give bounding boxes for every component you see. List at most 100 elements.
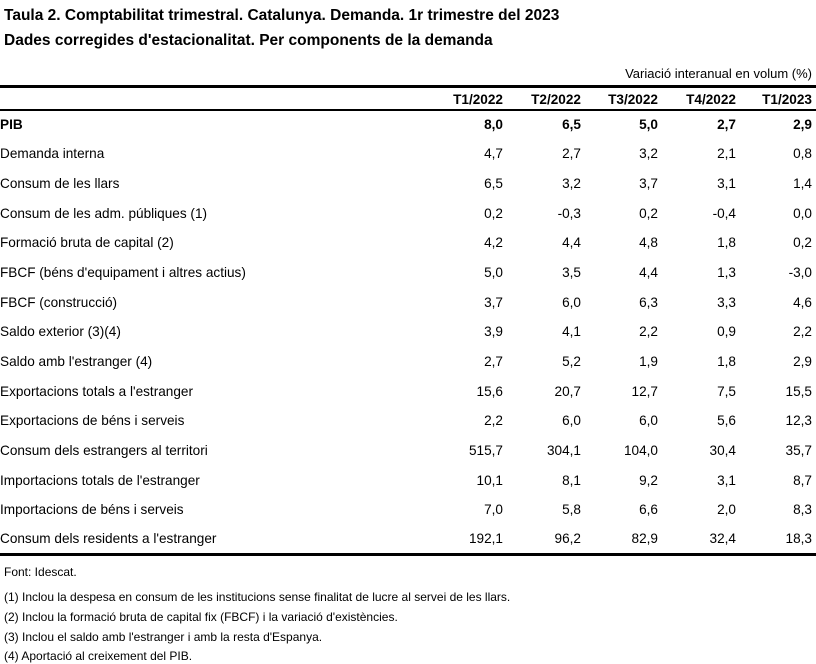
row-label: Consum de les llars (0, 176, 120, 192)
row-label: Consum dels residents a l'estranger (0, 531, 217, 547)
value-cell: 192,1 (468, 531, 503, 547)
value-cell: 104,0 (623, 443, 658, 459)
value-cell: 6,0 (639, 413, 658, 429)
unit-label: Variació interanual en volum (%) (625, 66, 812, 81)
table-title-line2: Dades corregides d'estacionalitat. Per c… (4, 32, 493, 49)
table-body: PIB 8,0 6,5 5,0 2,7 2,9 Demanda interna 4,7 2,7 3… (0, 110, 816, 555)
value-cell: -3,0 (788, 265, 812, 281)
value-cell: 1,4 (793, 176, 812, 192)
value-cell: 3,5 (562, 265, 581, 281)
table-title: Taula 2. Comptabilitat trimestral. Catal… (4, 3, 812, 53)
value-cell: 3,2 (639, 146, 658, 162)
header-spacer (0, 87, 426, 110)
value-cell: 7,0 (484, 502, 503, 518)
value-cell: 10,1 (476, 472, 503, 488)
column-header: T2/2022 (531, 91, 581, 107)
value-cell: 4,2 (484, 235, 503, 251)
table-row: Demanda interna 4,7 2,7 3,2 2,1 0,8 (0, 139, 816, 169)
footnote: (3) Inclou el saldo amb l'estranger i am… (4, 629, 323, 644)
value-cell: 7,5 (717, 383, 736, 399)
row-label: Exportacions totals a l'estranger (0, 383, 194, 399)
value-cell: 5,0 (639, 117, 658, 133)
value-cell: 3,7 (484, 294, 503, 310)
table-title-line1: Taula 2. Comptabilitat trimestral. Catal… (4, 7, 560, 24)
value-cell: 30,4 (709, 443, 736, 459)
value-cell: 6,0 (562, 294, 581, 310)
row-label: FBCF (construcció) (0, 294, 118, 310)
value-cell: 304,1 (546, 443, 581, 459)
value-cell: 12,3 (785, 413, 812, 429)
value-cell: 1,8 (717, 354, 736, 370)
table-row: Consum de les llars 6,5 3,2 3,7 3,1 1,4 (0, 169, 816, 199)
column-header: T4/2022 (686, 91, 736, 107)
column-header: T3/2022 (608, 91, 658, 107)
table-row: Formació bruta de capital (2) 4,2 4,4 4,8 1,… (0, 228, 816, 258)
value-cell: 4,8 (639, 235, 658, 251)
value-cell: 4,7 (484, 146, 503, 162)
value-cell: 3,3 (717, 294, 736, 310)
value-cell: 515,7 (468, 443, 503, 459)
row-label: Formació bruta de capital (2) (0, 235, 174, 251)
row-label: Saldo amb l'estranger (4) (0, 354, 153, 370)
column-header: T1/2022 (453, 91, 503, 107)
value-cell: 6,5 (562, 117, 581, 133)
footnote: (4) Aportació al creixement del PIB. (4, 649, 193, 664)
row-label: Consum de les adm. públiques (1) (0, 205, 208, 221)
table-row: Importacions totals de l'estranger 10,1 8,… (0, 465, 816, 495)
value-cell: 3,7 (639, 176, 658, 192)
value-cell: 2,7 (562, 146, 581, 162)
table-row: Exportacions de béns i serveis 2,2 6,0 6,0 5… (0, 406, 816, 436)
value-cell: 82,9 (631, 531, 658, 547)
value-cell: 3,1 (717, 472, 736, 488)
value-cell: 20,7 (554, 383, 581, 399)
value-cell: 0,2 (793, 235, 812, 251)
value-cell: 2,9 (793, 117, 812, 133)
value-cell: 4,4 (562, 235, 581, 251)
value-cell: 5,6 (717, 413, 736, 429)
table-row: Saldo amb l'estranger (4) 2,7 5,2 1,9 1,8 2,9 (0, 347, 816, 377)
value-cell: 6,5 (484, 176, 503, 192)
row-label: FBCF (béns d'equipament i altres actius) (0, 265, 246, 281)
value-cell: 18,3 (785, 531, 812, 547)
value-cell: 5,0 (484, 265, 503, 281)
row-label: Consum dels estrangers al territori (0, 443, 208, 459)
value-cell: 6,3 (639, 294, 658, 310)
table-row: Saldo exterior (3)(4) 3,9 4,1 2,2 0,9 2,2 (0, 317, 816, 347)
footnotes: (1) Inclou la despesa en consum de les i… (4, 588, 812, 664)
value-cell: 2,9 (793, 354, 812, 370)
footnote: (2) Inclou la formació bruta de capital … (4, 609, 398, 624)
value-cell: 1,9 (639, 354, 658, 370)
value-cell: 2,2 (484, 413, 503, 429)
value-cell: 0,8 (793, 146, 812, 162)
value-cell: 6,6 (639, 502, 658, 518)
value-cell: 2,1 (717, 146, 736, 162)
column-header: T1/2023 (762, 91, 812, 107)
value-cell: 1,8 (717, 235, 736, 251)
value-cell: 12,7 (631, 383, 658, 399)
table-row: PIB 8,0 6,5 5,0 2,7 2,9 (0, 110, 816, 140)
value-cell: 35,7 (785, 443, 812, 459)
value-cell: 2,2 (793, 324, 812, 340)
value-cell: 32,4 (709, 531, 736, 547)
demand-table: T1/2022 T2/2022 T3/2022 T4/2022 T1/2023 PIB 8… (0, 85, 816, 556)
header-row: T1/2022 T2/2022 T3/2022 T4/2022 T1/2023 (0, 87, 816, 110)
table-row: FBCF (béns d'equipament i altres actius)… (0, 258, 816, 288)
value-cell: 8,3 (793, 502, 812, 518)
value-cell: 8,0 (484, 117, 503, 133)
value-cell: 3,1 (717, 176, 736, 192)
value-cell: 5,2 (562, 354, 581, 370)
value-cell: 0,2 (484, 205, 503, 221)
value-cell: 15,5 (785, 383, 812, 399)
value-cell: 4,4 (639, 265, 658, 281)
value-cell: 0,0 (793, 205, 812, 221)
value-cell: 2,7 (484, 354, 503, 370)
value-cell: 3,2 (562, 176, 581, 192)
row-label: Importacions de béns i serveis (0, 502, 184, 518)
value-cell: 9,2 (639, 472, 658, 488)
value-cell: 4,1 (562, 324, 581, 340)
row-label: Exportacions de béns i serveis (0, 413, 185, 429)
value-cell: 2,0 (717, 502, 736, 518)
value-cell: -0,3 (557, 205, 581, 221)
value-cell: 8,1 (562, 472, 581, 488)
